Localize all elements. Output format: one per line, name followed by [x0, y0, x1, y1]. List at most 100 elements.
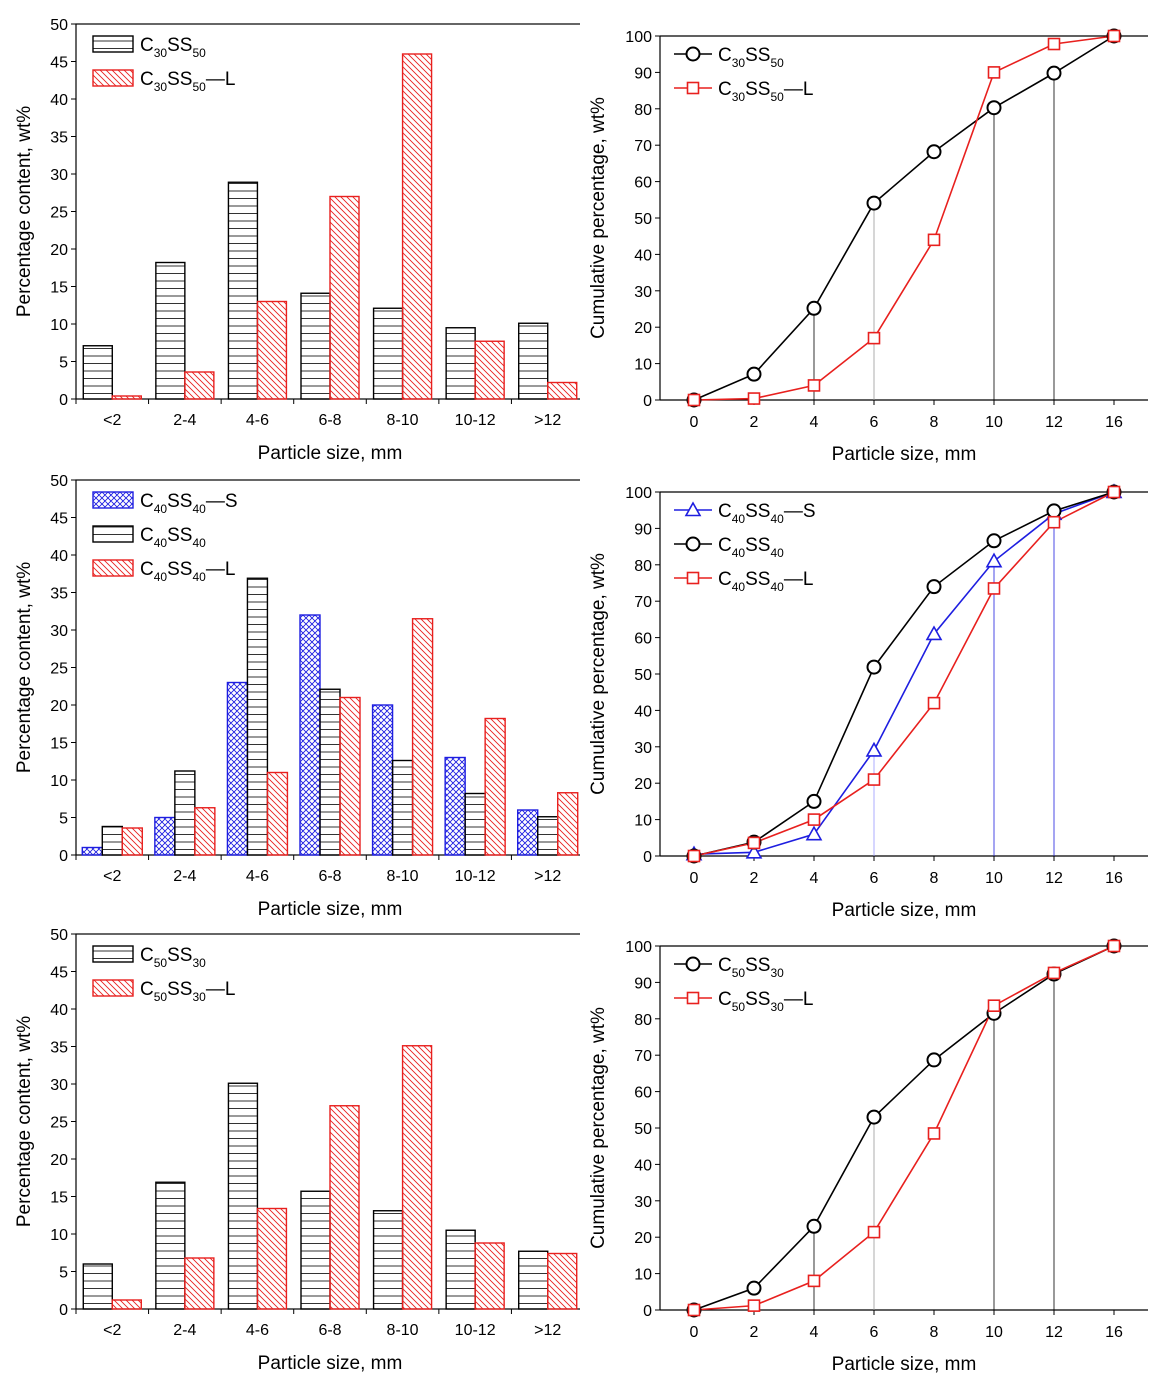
- bar: [155, 261, 186, 400]
- bar: [82, 1263, 113, 1310]
- marker-circle: [1046, 65, 1062, 81]
- bar: [557, 792, 579, 856]
- bar: [484, 717, 506, 856]
- y-tick-label: 45: [50, 965, 68, 982]
- marker-square: [686, 81, 700, 95]
- x-axis-label: Particle size, mm: [258, 443, 403, 464]
- y-axis-label: Percentage content, wt%: [14, 562, 35, 773]
- legend-label: C30SS50—L: [718, 79, 813, 104]
- y-tick-label: 45: [50, 511, 68, 528]
- y-tick-label: 60: [634, 175, 652, 192]
- bar: [299, 614, 321, 856]
- y-tick-label: 5: [59, 811, 68, 828]
- marker-circle: [1046, 503, 1062, 519]
- bar-chart-c40ss40: 0 5 10 15 20 25 30 35 40 45 50 <2 2-4 4-6 6-8 8-10 10-12…: [14, 473, 580, 920]
- x-tick-label: <2: [103, 1322, 121, 1339]
- marker-circle: [746, 1280, 762, 1296]
- legend-label: C40SS40—L: [718, 569, 813, 594]
- y-tick-label: 60: [634, 1085, 652, 1102]
- bar: [184, 371, 215, 400]
- x-tick-label: 6: [870, 870, 879, 887]
- y-tick-label: 70: [634, 1048, 652, 1065]
- x-axis-label: Particle size, mm: [832, 1354, 977, 1375]
- y-tick-label: 90: [634, 521, 652, 538]
- y-tick-label: 60: [634, 631, 652, 648]
- y-tick-label: 20: [634, 776, 652, 793]
- bar: [194, 807, 216, 856]
- x-tick-label: 8-10: [387, 868, 419, 885]
- x-tick-label: 2-4: [173, 412, 196, 429]
- marker-circle: [806, 1218, 822, 1234]
- legend-swatch: [92, 525, 134, 543]
- y-tick-label: 50: [50, 473, 68, 490]
- y-tick-label: 40: [50, 92, 68, 109]
- x-tick-label: 6-8: [318, 868, 341, 885]
- marker-square: [747, 836, 761, 850]
- x-tick-label: 2: [750, 414, 759, 431]
- marker-square: [747, 1299, 761, 1312]
- marker-square: [686, 571, 700, 585]
- y-tick-label: 40: [634, 1157, 652, 1174]
- y-tick-label: 50: [50, 17, 68, 34]
- bar: [227, 181, 259, 400]
- x-tick-label: 10: [985, 870, 1003, 887]
- x-tick-label: 6-8: [318, 1322, 341, 1339]
- y-tick-label: 20: [634, 1230, 652, 1247]
- y-tick-label: 35: [50, 130, 68, 147]
- y-axis-label: Percentage content, wt%: [14, 106, 35, 317]
- y-tick-label: 10: [634, 1267, 652, 1284]
- bar: [121, 827, 143, 856]
- marker-square: [987, 582, 1001, 595]
- y-axis-label: Cumulative percentage, wt%: [588, 97, 609, 339]
- marker-square: [686, 991, 700, 1005]
- bar: [82, 345, 113, 400]
- marker-circle: [986, 100, 1002, 116]
- bar: [300, 292, 331, 400]
- x-tick-label: 10-12: [455, 868, 496, 885]
- marker-circle: [926, 1052, 942, 1068]
- y-tick-label: 100: [625, 485, 652, 502]
- marker-triangle: [985, 552, 1003, 568]
- y-tick-label: 30: [50, 1077, 68, 1094]
- y-tick-label: 5: [59, 355, 68, 372]
- x-tick-label: >12: [534, 868, 561, 885]
- y-tick-label: 20: [50, 698, 68, 715]
- y-tick-label: 30: [634, 740, 652, 757]
- bar: [445, 1229, 476, 1310]
- bar: [111, 1299, 142, 1310]
- x-tick-label: 2: [750, 1324, 759, 1341]
- y-tick-label: 0: [643, 849, 652, 866]
- marker-triangle: [805, 825, 823, 841]
- x-tick-label: 6-8: [318, 412, 341, 429]
- marker-square: [1047, 37, 1061, 51]
- legend-swatch: [92, 979, 134, 997]
- marker-square: [1047, 966, 1061, 980]
- bar: [401, 1045, 433, 1310]
- bar: [256, 300, 288, 400]
- series-line: [693, 945, 1115, 1311]
- x-tick-label: 16: [1105, 1324, 1123, 1341]
- bar: [329, 1105, 360, 1310]
- bar: [372, 307, 404, 400]
- line-chart-c40ss40: 0 10 20 30 40 50 60 70 80 90 100 0 2 4 6 8 10 12 16 C40SS40…: [588, 483, 1148, 921]
- legend-swatch: [92, 491, 134, 509]
- x-tick-label: 8-10: [387, 1322, 419, 1339]
- bar: [547, 1252, 578, 1310]
- series-line: [693, 35, 1115, 401]
- marker-square: [807, 813, 821, 826]
- marker-square: [807, 1274, 821, 1288]
- x-tick-label: 8-10: [387, 412, 419, 429]
- legend-swatch: [92, 945, 134, 963]
- x-tick-label: 16: [1105, 870, 1123, 887]
- bar: [411, 618, 434, 856]
- x-tick-label: 6: [870, 1324, 879, 1341]
- x-tick-label: 8: [930, 870, 939, 887]
- bar: [547, 381, 578, 400]
- y-tick-label: 30: [634, 1194, 652, 1211]
- y-tick-label: 15: [50, 1190, 68, 1207]
- x-tick-label: 2-4: [173, 1322, 196, 1339]
- line-chart-c50ss30: 0 10 20 30 40 50 60 70 80 90 100 0 2 4 6 8 10 12 16 C50SS30…: [588, 938, 1148, 1375]
- bar: [445, 327, 476, 400]
- marker-circle: [746, 366, 762, 382]
- bar: [154, 816, 176, 856]
